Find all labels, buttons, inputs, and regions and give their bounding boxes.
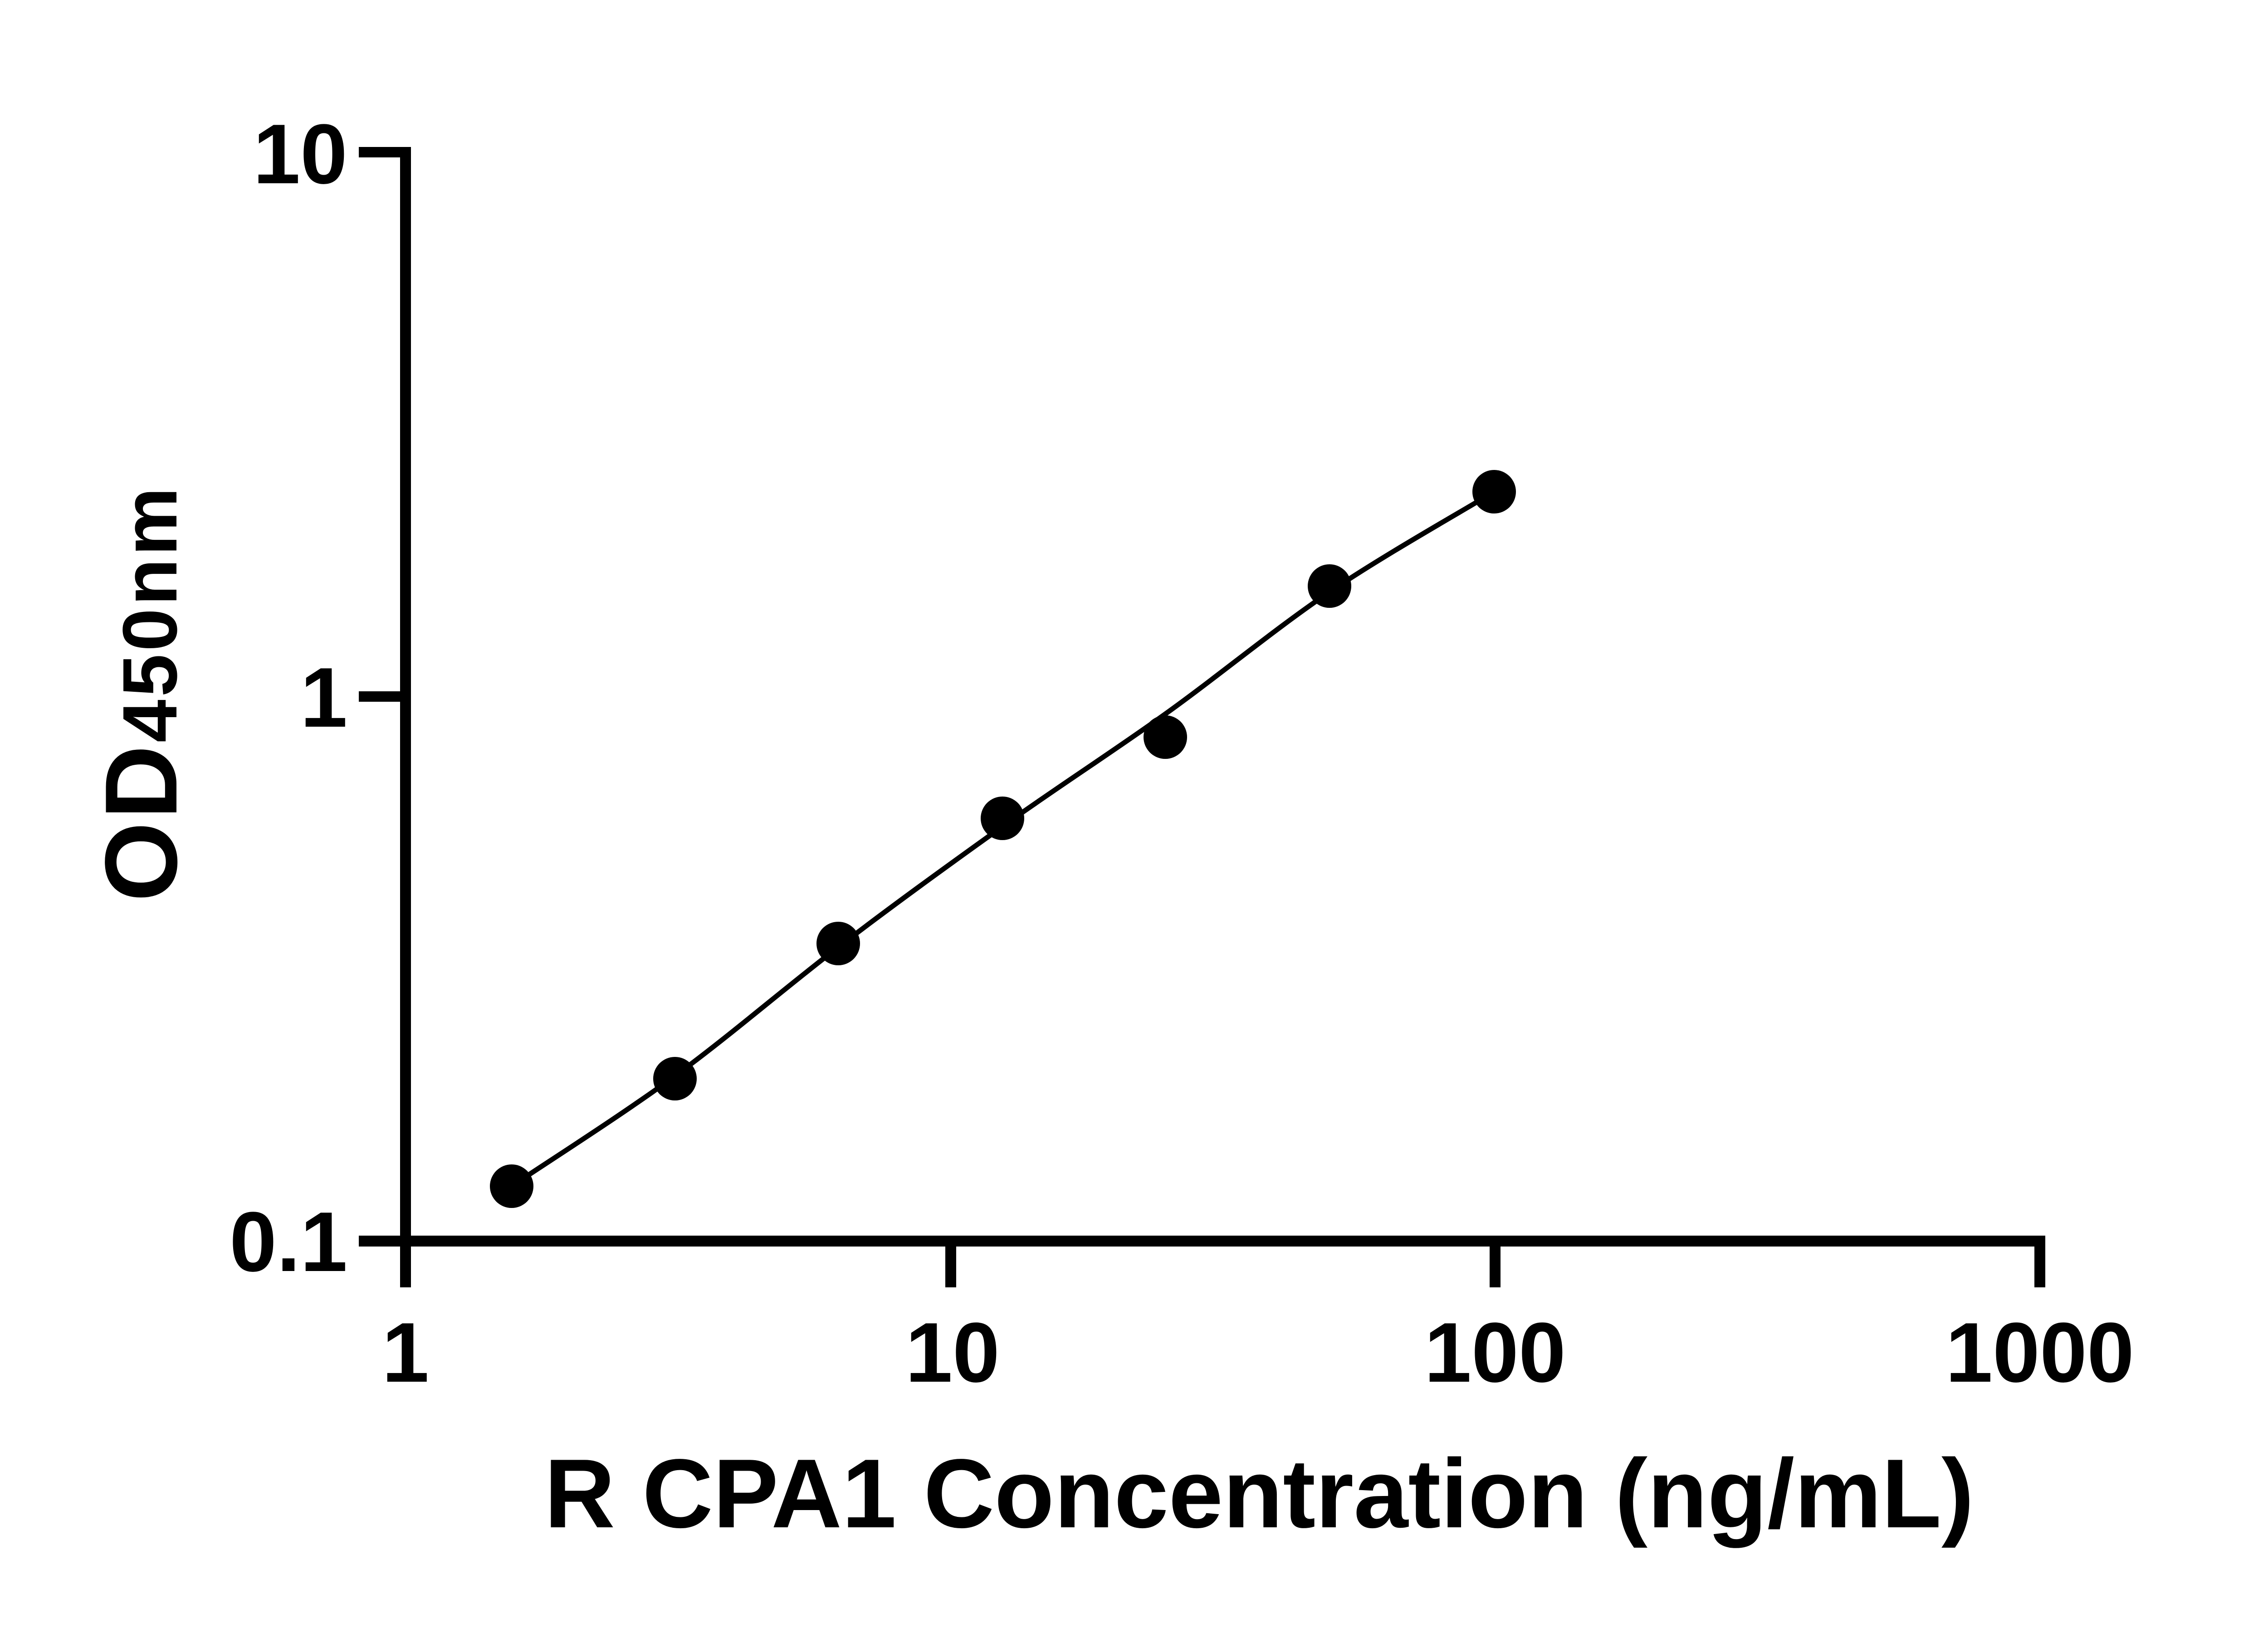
svg-text:1000: 1000 <box>1945 1305 2134 1400</box>
svg-text:100: 100 <box>1424 1305 1566 1400</box>
svg-text:OD450nm: OD450nm <box>83 484 198 902</box>
svg-text:10: 10 <box>905 1305 1000 1400</box>
svg-text:R CPA1 Concentration (ng/mL): R CPA1 Concentration (ng/mL) <box>544 1438 1974 1548</box>
svg-text:10: 10 <box>253 107 347 201</box>
svg-text:1: 1 <box>300 650 347 745</box>
svg-text:0.1: 0.1 <box>230 1194 347 1289</box>
svg-text:1: 1 <box>382 1305 429 1400</box>
